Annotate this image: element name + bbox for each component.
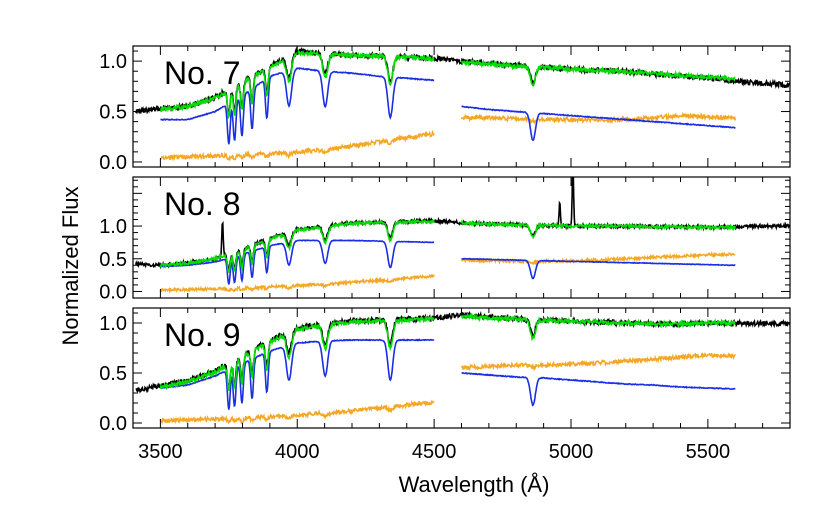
blue-component-line: [461, 105, 736, 141]
y-tick-label: 0.0: [99, 281, 127, 303]
orange-component-line: [160, 129, 435, 162]
x-tick-label: 5000: [549, 441, 594, 463]
orange-component-line: [159, 399, 435, 426]
y-tick-label: 1.0: [99, 216, 127, 238]
y-tick-label: 1.0: [99, 313, 127, 335]
x-tick-label: 4500: [412, 441, 457, 463]
y-tick-label: 0.5: [99, 249, 127, 271]
model-total-line: [460, 312, 736, 342]
panel-label: No. 7: [164, 55, 240, 91]
x-tick-label: 4000: [275, 441, 320, 463]
blue-component-line: [160, 239, 435, 285]
panel-label: No. 9: [164, 317, 240, 353]
panel-label: No. 8: [164, 186, 240, 222]
orange-component-line: [460, 352, 736, 372]
x-axis-label: Wavelength (Å): [399, 472, 550, 497]
panel-3: 1.0 0.5 0.0 No. 9: [99, 307, 791, 435]
model-total-line: [159, 218, 435, 274]
x-tick-label: 3500: [138, 441, 183, 463]
blue-component-line: [160, 67, 435, 145]
blue-component-line: [160, 338, 435, 410]
orange-component-line: [159, 273, 435, 294]
panel-plot-area: [135, 310, 790, 426]
panel-2: 1.0 0.5 0.0 No. 8: [99, 176, 791, 303]
model-total-line: [460, 218, 737, 239]
model-total-line: [460, 58, 736, 87]
blue-component-line: [461, 257, 736, 280]
blue-component-line: [461, 372, 736, 407]
y-axis-label: Normalized Flux: [58, 187, 83, 346]
y-tick-label: 0.5: [99, 102, 127, 124]
y-tick-label: 0.0: [99, 413, 127, 435]
model-total-line: [159, 314, 435, 391]
y-tick-label: 1.0: [99, 51, 127, 73]
panels-layer: 1.0 0.5 0.0 No. 7 1.0 0.5 0.0 No. 8 1.0 0.5 0.0 No.…: [99, 45, 791, 463]
panel-1: 1.0 0.5 0.0 No. 7: [99, 45, 791, 174]
y-tick-label: 0.5: [99, 363, 127, 385]
panel-plot-area: [134, 46, 790, 162]
y-tick-label: 0.0: [99, 152, 127, 174]
panel-plot-area: [134, 177, 790, 294]
orange-component-line: [460, 111, 737, 125]
x-tick-label: 5500: [686, 441, 731, 463]
